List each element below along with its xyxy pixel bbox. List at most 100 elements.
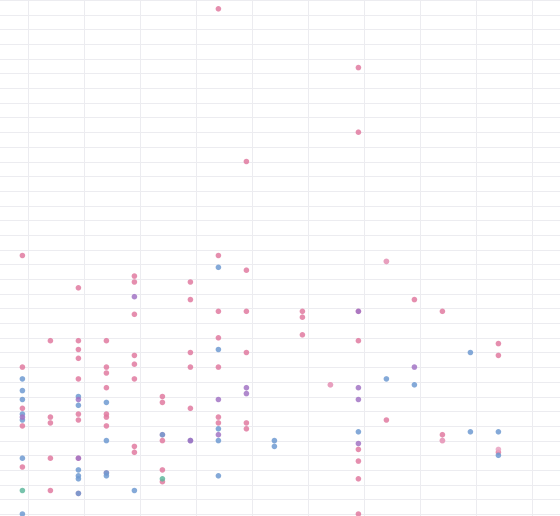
- data-point-0-14[interactable]: [75, 376, 82, 382]
- data-point-0-65[interactable]: [355, 129, 362, 135]
- data-point-0-10[interactable]: [75, 285, 82, 291]
- data-point-0-44[interactable]: [187, 364, 194, 370]
- data-point-0-11[interactable]: [75, 337, 82, 344]
- data-point-0-24[interactable]: [103, 414, 110, 420]
- data-point-0-54[interactable]: [243, 158, 250, 165]
- data-point-4-1[interactable]: [383, 258, 390, 265]
- data-point-2-11[interactable]: [355, 396, 362, 403]
- data-point-0-39[interactable]: [159, 467, 166, 473]
- data-point-0-79[interactable]: [495, 352, 502, 359]
- data-point-1-31[interactable]: [467, 429, 474, 435]
- data-point-0-50[interactable]: [215, 335, 222, 341]
- data-point-0-45[interactable]: [187, 405, 194, 412]
- data-point-0-60[interactable]: [299, 308, 306, 315]
- data-point-0-55[interactable]: [243, 267, 250, 274]
- data-point-2-12[interactable]: [355, 440, 362, 447]
- data-point-1-1[interactable]: [19, 387, 26, 394]
- data-point-2-0[interactable]: [19, 414, 26, 420]
- data-point-0-12[interactable]: [75, 346, 82, 353]
- data-point-0-7[interactable]: [47, 420, 54, 426]
- data-point-0-31[interactable]: [131, 361, 138, 368]
- data-point-0-25[interactable]: [103, 423, 110, 429]
- data-point-1-20[interactable]: [215, 264, 222, 271]
- data-point-1-27[interactable]: [355, 429, 362, 435]
- data-point-0-13[interactable]: [75, 355, 82, 362]
- data-point-0-30[interactable]: [131, 352, 138, 359]
- data-point-0-36[interactable]: [159, 399, 166, 406]
- data-point-0-19[interactable]: [103, 337, 110, 344]
- data-point-0-59[interactable]: [243, 426, 250, 432]
- data-point-0-15[interactable]: [75, 411, 82, 417]
- data-point-0-49[interactable]: [215, 308, 222, 315]
- data-point-0-0[interactable]: [19, 252, 26, 259]
- data-point-0-76[interactable]: [439, 431, 446, 438]
- data-point-0-64[interactable]: [355, 64, 362, 71]
- data-point-0-71[interactable]: [355, 511, 362, 516]
- data-point-1-26[interactable]: [271, 443, 278, 450]
- data-point-0-48[interactable]: [215, 252, 222, 259]
- data-point-0-67[interactable]: [355, 337, 362, 344]
- data-point-1-0[interactable]: [19, 376, 26, 382]
- data-point-0-1[interactable]: [19, 364, 26, 370]
- data-point-1-17[interactable]: [131, 487, 138, 494]
- data-point-0-51[interactable]: [215, 364, 222, 370]
- data-point-1-5[interactable]: [19, 455, 26, 462]
- data-point-0-22[interactable]: [103, 384, 110, 391]
- data-point-0-21[interactable]: [103, 370, 110, 376]
- data-point-0-78[interactable]: [495, 340, 502, 347]
- data-point-1-13[interactable]: [103, 399, 110, 406]
- data-point-0-32[interactable]: [131, 376, 138, 382]
- data-point-0-2[interactable]: [19, 405, 26, 412]
- data-point-0-56[interactable]: [243, 308, 250, 315]
- data-point-0-35[interactable]: [159, 393, 166, 400]
- data-point-0-4[interactable]: [19, 464, 26, 470]
- data-point-0-29[interactable]: [131, 311, 138, 318]
- data-point-1-21[interactable]: [215, 346, 222, 353]
- data-point-0-62[interactable]: [299, 332, 306, 338]
- data-point-2-9[interactable]: [355, 308, 362, 315]
- data-point-0-41[interactable]: [187, 279, 194, 285]
- data-point-0-9[interactable]: [47, 487, 54, 494]
- data-point-1-8[interactable]: [75, 402, 82, 409]
- data-point-1-30[interactable]: [467, 349, 474, 356]
- data-point-2-1[interactable]: [75, 396, 82, 403]
- data-point-0-20[interactable]: [103, 364, 110, 370]
- data-point-0-74[interactable]: [411, 296, 418, 303]
- data-point-0-42[interactable]: [187, 296, 194, 303]
- data-point-0-43[interactable]: [187, 349, 194, 356]
- data-point-2-6[interactable]: [215, 431, 222, 438]
- data-point-2-13[interactable]: [411, 364, 418, 370]
- data-point-0-34[interactable]: [131, 449, 138, 456]
- data-point-0-8[interactable]: [47, 455, 54, 462]
- data-point-0-70[interactable]: [355, 476, 362, 482]
- data-point-1-24[interactable]: [215, 473, 222, 479]
- data-point-0-52[interactable]: [215, 414, 222, 420]
- data-point-1-18[interactable]: [159, 431, 166, 438]
- data-point-2-10[interactable]: [355, 384, 362, 391]
- data-point-1-9[interactable]: [75, 467, 82, 473]
- data-point-0-16[interactable]: [75, 417, 82, 423]
- data-point-0-3[interactable]: [19, 423, 26, 429]
- data-point-0-28[interactable]: [131, 279, 138, 285]
- data-point-0-5[interactable]: [47, 337, 54, 344]
- data-point-0-61[interactable]: [299, 314, 306, 321]
- data-point-0-53[interactable]: [215, 420, 222, 426]
- data-point-2-2[interactable]: [75, 455, 82, 462]
- data-point-2-7[interactable]: [243, 384, 250, 391]
- data-point-3-0[interactable]: [19, 487, 26, 494]
- data-point-0-58[interactable]: [243, 420, 250, 426]
- data-point-0-33[interactable]: [131, 443, 138, 450]
- data-point-0-47[interactable]: [215, 6, 222, 12]
- data-point-4-3[interactable]: [495, 446, 502, 453]
- data-point-2-3[interactable]: [131, 293, 138, 300]
- data-point-1-6[interactable]: [19, 511, 26, 516]
- data-point-1-11[interactable]: [75, 476, 82, 482]
- data-point-1-22[interactable]: [215, 426, 222, 432]
- data-point-0-68[interactable]: [355, 446, 362, 453]
- data-point-0-75[interactable]: [439, 308, 446, 315]
- data-point-4-0[interactable]: [327, 382, 334, 388]
- data-point-0-38[interactable]: [159, 437, 166, 444]
- data-point-2-8[interactable]: [243, 390, 250, 397]
- data-point-0-69[interactable]: [355, 458, 362, 464]
- data-point-1-28[interactable]: [383, 376, 390, 382]
